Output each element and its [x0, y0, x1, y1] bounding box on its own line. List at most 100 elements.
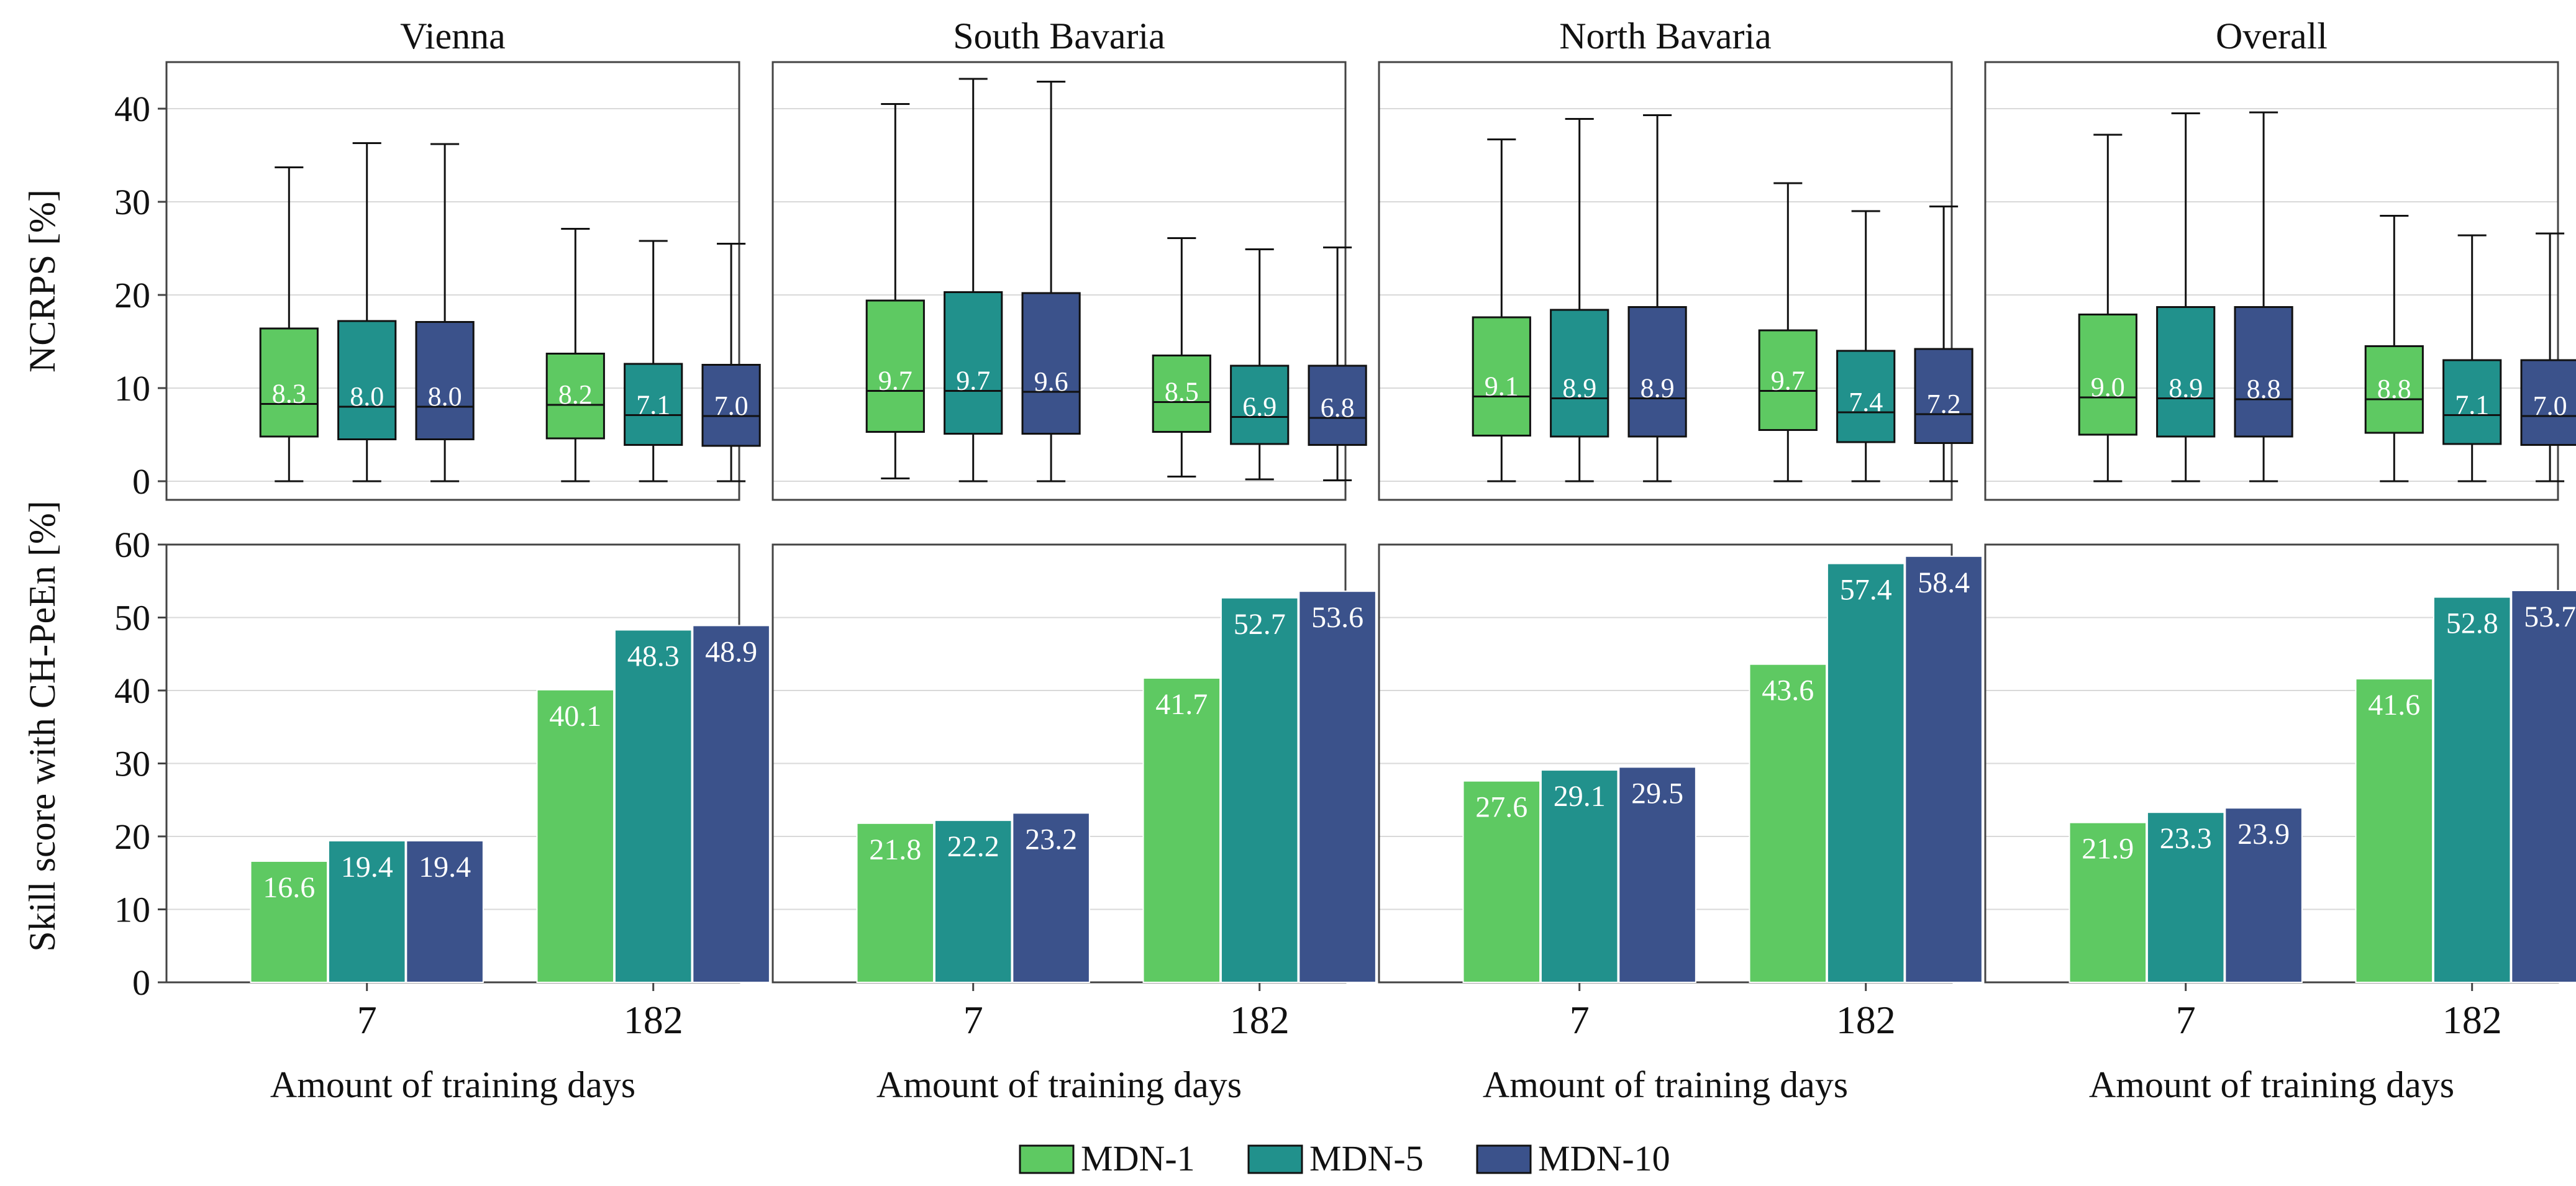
ncrps-panel-3: North Bavaria 9.1 9.7 8.9 7.4 8.9 7.2 — [1378, 16, 1973, 501]
bar-mdn-1-182 — [1142, 677, 1221, 984]
bar-mdn-5-7 — [327, 840, 406, 984]
median-label: 8.2 — [558, 379, 593, 410]
box-iqr — [1836, 350, 1896, 443]
box-mdn-1-7: 9.0 — [2078, 134, 2137, 482]
median-label: 9.1 — [1485, 371, 1519, 402]
box-iqr — [1230, 364, 1290, 445]
bar-value-label: 52.7 — [1234, 608, 1286, 641]
median-label: 7.4 — [1849, 387, 1883, 417]
median-label: 8.9 — [1562, 373, 1596, 404]
box-iqr — [545, 353, 605, 440]
bar-mdn-10-7 — [2224, 807, 2303, 984]
x-axis-label: Amount of training days — [876, 1064, 1242, 1105]
median-label: 8.8 — [2377, 374, 2411, 404]
x-tick-label: 7 — [1570, 998, 1590, 1042]
median-label: 7.2 — [1927, 389, 1961, 419]
bar-mdn-5-182 — [1220, 597, 1299, 983]
box-iqr — [944, 291, 1003, 435]
median-label: 7.0 — [2533, 391, 2567, 421]
box-iqr — [2442, 359, 2502, 445]
y-tick-label: 10 — [114, 368, 150, 409]
bar-mdn-1-7 — [1462, 780, 1541, 983]
bar-value-label: 41.7 — [1155, 688, 1208, 721]
panel-title: Overall — [2216, 16, 2328, 57]
panel-title: North Bavaria — [1559, 16, 1772, 57]
bar-mdn-10-7 — [1618, 766, 1696, 983]
bar-value-label: 19.4 — [341, 851, 393, 884]
bar-value-label: 21.8 — [869, 833, 921, 866]
panel-title: Vienna — [400, 16, 506, 57]
x-tick-label: 182 — [1836, 998, 1896, 1042]
box-iqr — [2234, 306, 2293, 438]
x-axis-label: Amount of training days — [270, 1064, 635, 1105]
bar-mdn-10-182 — [1298, 591, 1377, 983]
box-iqr — [2078, 314, 2137, 436]
median-label: 8.3 — [272, 379, 306, 409]
bar-value-label: 27.6 — [1475, 791, 1527, 824]
x-tick-label: 7 — [2176, 998, 2196, 1042]
box-iqr — [1627, 306, 1687, 438]
bar-mdn-5-182 — [2433, 596, 2511, 983]
y-tick-label: 0 — [132, 461, 150, 502]
skill-panel-4: 7 182 Amount of training days 21.9 41.6 23.3 5… — [1984, 543, 2576, 1105]
bar-value-label: 41.6 — [2368, 689, 2420, 722]
bar-mdn-10-182 — [692, 625, 770, 983]
box-mdn-5-182: 7.1 — [624, 240, 683, 482]
box-mdn-10-182: 7.0 — [701, 243, 761, 482]
bar-mdn-1-7 — [2069, 822, 2147, 984]
skill-panel-3: 7 182 Amount of training days 27.6 43.6 29.1 5… — [1378, 543, 1983, 1105]
median-label: 9.7 — [1771, 366, 1805, 396]
bar-mdn-5-7 — [2146, 812, 2225, 983]
box-iqr — [1550, 309, 1609, 438]
median-label: 8.9 — [1641, 373, 1675, 404]
bar-value-label: 23.9 — [2237, 818, 2290, 851]
box-iqr — [701, 364, 761, 447]
median-label: 6.9 — [1242, 392, 1277, 422]
median-label: 8.0 — [428, 381, 462, 412]
bar-value-label: 29.5 — [1631, 777, 1683, 810]
box-mdn-10-7: 8.9 — [1627, 114, 1687, 482]
box-iqr — [865, 299, 925, 433]
legend-swatch — [1019, 1144, 1075, 1174]
legend: MDN-1 MDN-5 MDN-10 — [1019, 1138, 1670, 1179]
bar-value-label: 21.9 — [2082, 833, 2134, 866]
y-tick-label: 30 — [114, 744, 150, 784]
y-tick-label: 0 — [132, 962, 150, 1003]
box-iqr — [1021, 292, 1081, 435]
ncrps-panel-1: Vienna 0 10 20 30 40 NCRPS [%] 8.3 8.2 8.0 7.1 8.0 7… — [22, 16, 761, 502]
y-tick-label: 20 — [114, 817, 150, 857]
panel-frame — [1984, 61, 2559, 501]
box-mdn-10-182: 6.8 — [1308, 247, 1367, 481]
y-axis-label: NCRPS [%] — [22, 189, 63, 373]
bar-mdn-1-182 — [536, 689, 615, 983]
x-tick-label: 182 — [1230, 998, 1290, 1042]
median-label: 7.1 — [636, 390, 670, 420]
bar-value-label: 48.3 — [627, 640, 680, 672]
panel-frame — [1378, 61, 1953, 501]
bar-value-label: 43.6 — [1762, 674, 1814, 707]
median-label: 9.7 — [878, 366, 913, 396]
box-mdn-5-7: 8.9 — [1550, 118, 1609, 482]
legend-item-mdn-10: MDN-10 — [1476, 1138, 1670, 1179]
median-label: 7.1 — [2455, 390, 2489, 420]
legend-label: MDN-1 — [1081, 1138, 1195, 1179]
bar-value-label: 53.7 — [2524, 600, 2576, 633]
box-mdn-10-7: 8.8 — [2234, 111, 2293, 482]
x-axis-label: Amount of training days — [1483, 1064, 1848, 1105]
bar-mdn-5-182 — [1826, 563, 1905, 983]
box-mdn-10-182: 7.0 — [2520, 232, 2576, 482]
bar-value-label: 29.1 — [1554, 780, 1606, 813]
box-mdn-5-182: 7.4 — [1836, 210, 1896, 482]
box-iqr — [1472, 316, 1531, 437]
median-label: 9.0 — [2091, 372, 2125, 402]
y-tick-label: 50 — [114, 598, 150, 638]
box-mdn-10-7: 8.0 — [415, 143, 475, 482]
bar-mdn-5-182 — [614, 629, 693, 983]
panel-frame — [771, 61, 1347, 501]
box-mdn-1-182: 8.8 — [2364, 215, 2424, 482]
x-axis-label: Amount of training days — [2089, 1064, 2454, 1105]
skill-panel-2: 7 182 Amount of training days 21.8 41.7 22.2 5… — [771, 543, 1377, 1105]
median-label: 9.6 — [1034, 366, 1068, 397]
bar-mdn-10-182 — [2511, 590, 2576, 983]
